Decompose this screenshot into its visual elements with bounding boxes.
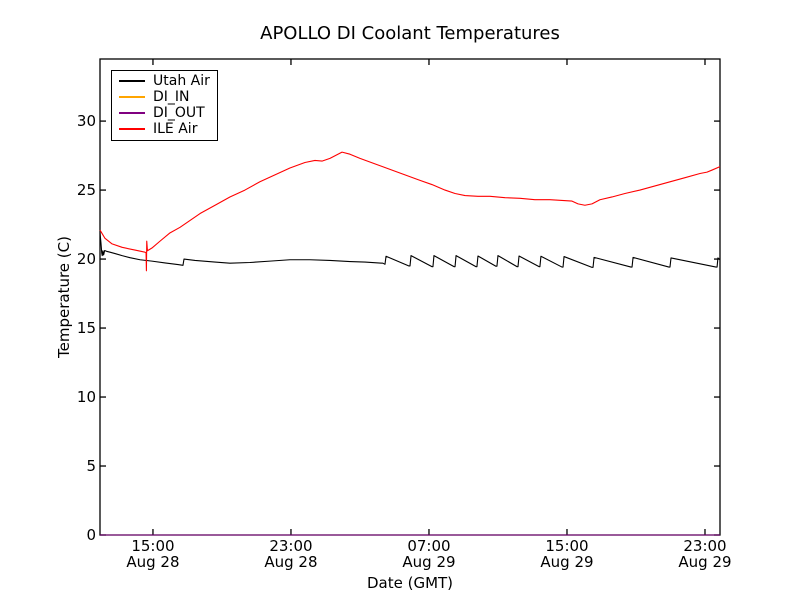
x-tick-label-time: 23:00: [683, 537, 726, 555]
y-tick-label: 5: [86, 457, 96, 475]
legend-item-label: Utah Air: [153, 73, 210, 89]
y-tick-label: 10: [77, 388, 96, 406]
y-tick-label: 0: [86, 526, 96, 544]
x-tick-label-date: Aug 29: [402, 553, 455, 571]
series-line-utah-air: [99, 232, 721, 268]
x-tick-label-date: Aug 28: [264, 553, 317, 571]
x-tick-label-time: 23:00: [269, 537, 312, 555]
legend-line-swatch: [119, 112, 145, 114]
legend-item-label: DI_IN: [153, 89, 190, 105]
y-tick-label: 20: [77, 250, 96, 268]
y-tick-label: 15: [77, 319, 96, 337]
x-tick-label-time: 15:00: [545, 537, 588, 555]
legend-item: ILE Air: [112, 121, 217, 137]
y-tick-label: 25: [77, 181, 96, 199]
legend-line-swatch: [119, 80, 145, 82]
series-line-ile-air: [99, 151, 721, 272]
x-tick-label-date: Aug 29: [678, 553, 731, 571]
legend: Utah Air DI_IN DI_OUT ILE Air: [111, 70, 218, 141]
legend-line-swatch: [119, 128, 145, 130]
x-axis-label: Date (GMT): [366, 574, 454, 592]
y-tick-label: 30: [77, 112, 96, 130]
legend-item: DI_IN: [112, 89, 217, 105]
legend-item: DI_OUT: [112, 105, 217, 121]
x-tick-label-time: 15:00: [131, 537, 174, 555]
chart-title: APOLLO DI Coolant Temperatures: [260, 23, 560, 44]
x-tick-label-time: 07:00: [407, 537, 450, 555]
legend-item-label: ILE Air: [153, 121, 198, 137]
y-axis-label: Temperature (C): [55, 236, 73, 358]
legend-line-swatch: [119, 96, 145, 98]
legend-item-label: DI_OUT: [153, 105, 205, 121]
x-tick-label-date: Aug 28: [126, 553, 179, 571]
x-tick-label-date: Aug 29: [540, 553, 593, 571]
legend-item: Utah Air: [112, 73, 217, 89]
